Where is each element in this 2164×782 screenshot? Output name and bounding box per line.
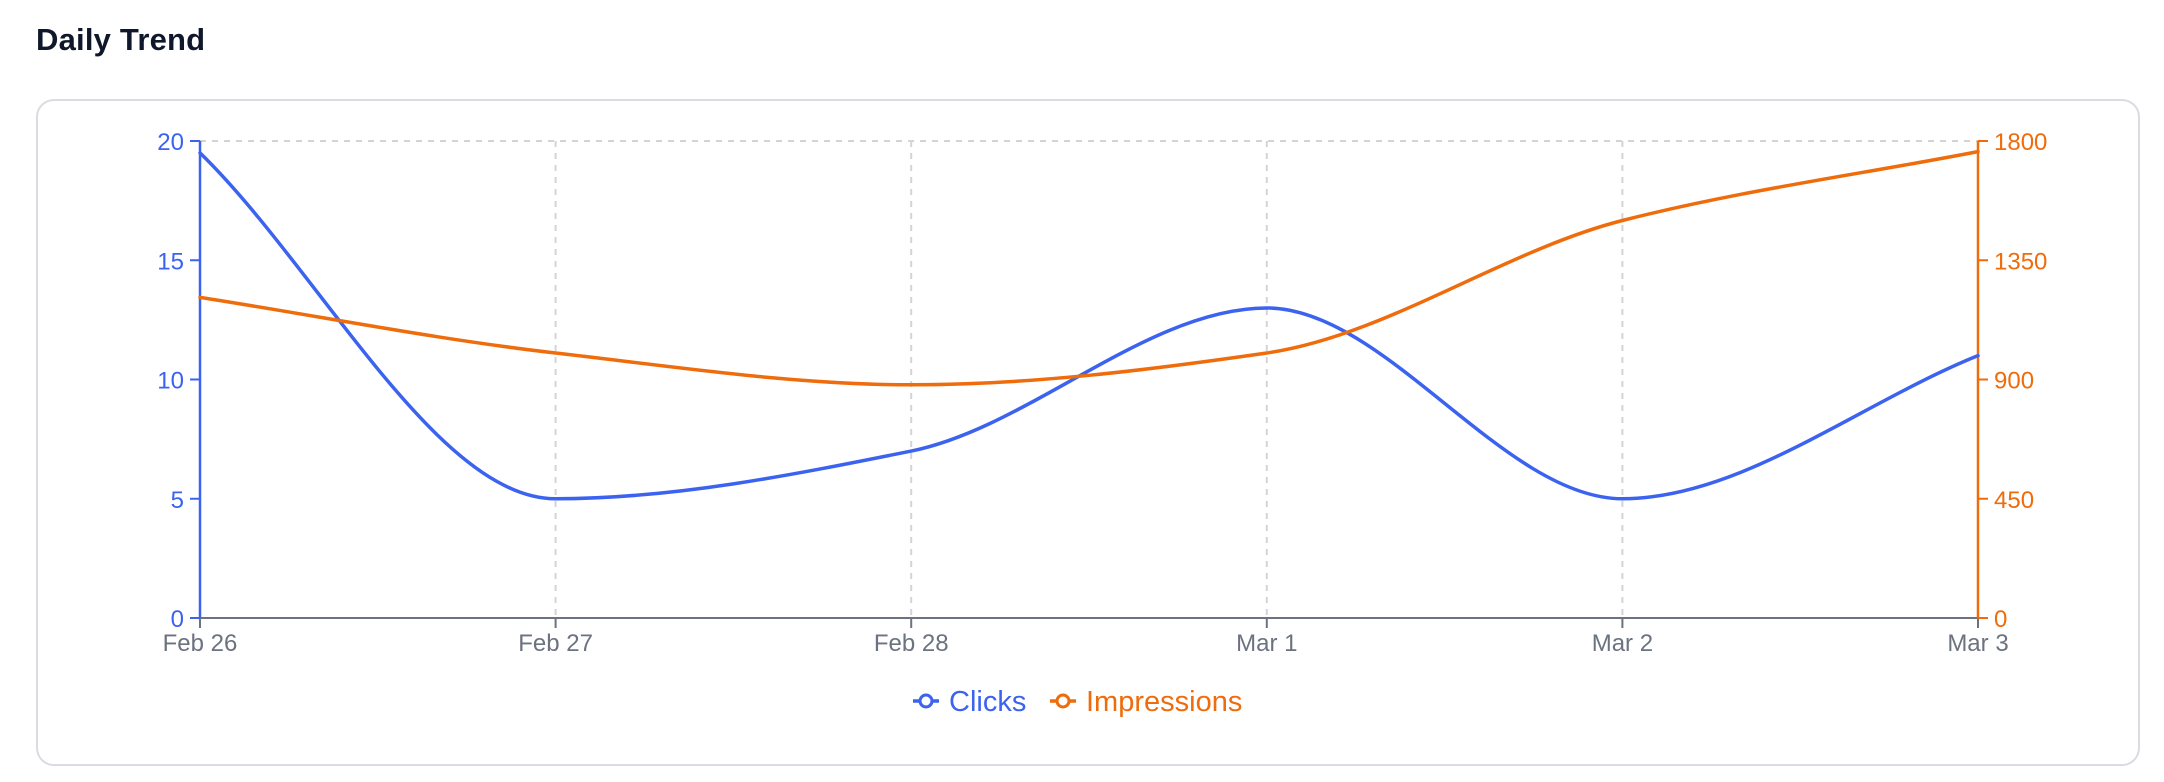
legend-label: Clicks (949, 686, 1026, 718)
grid-lines (200, 140, 1979, 618)
y-axis-left: 0 5 10 15 20 (157, 129, 202, 633)
y-axis-right: 0 450 900 1350 1800 (1976, 129, 2047, 633)
x-tick-label: Mar 3 (1947, 630, 2008, 657)
y-left-tick-label: 10 (157, 368, 184, 395)
x-tick-label: Feb 28 (874, 630, 949, 657)
x-tick-label: Feb 26 (163, 630, 238, 657)
legend-item-clicks: Clicks (913, 686, 1026, 718)
series-lines (198, 149, 1980, 501)
x-axis: Feb 26 Feb 27 Feb 28 Mar 1 Mar 2 Mar 3 (163, 617, 2009, 657)
y-right-tick-label: 1350 (1994, 248, 2047, 275)
chart-card (36, 99, 2140, 766)
y-left-tick-label: 5 (171, 487, 184, 514)
x-tick-label: Mar 2 (1592, 630, 1653, 657)
y-right-tick-label: 1800 (1994, 129, 2047, 156)
y-right-tick-label: 450 (1994, 487, 2034, 514)
y-left-tick-label: 0 (171, 606, 184, 633)
y-right-tick-label: 900 (1994, 368, 2034, 395)
legend-marker-icon (1055, 693, 1071, 709)
legend-marker-icon (918, 693, 934, 709)
y-right-tick-label: 0 (1994, 606, 2007, 633)
series-line-clicks (198, 151, 1980, 501)
series-clicks (198, 151, 1980, 501)
x-tick-label: Feb 27 (518, 630, 593, 657)
x-tick-label: Mar 1 (1236, 630, 1297, 657)
legend-item-impressions: Impressions (1050, 686, 1242, 718)
y-left-tick-label: 15 (157, 248, 184, 275)
series-line-impressions (198, 149, 1980, 387)
legend-label: Impressions (1086, 686, 1242, 718)
series-impressions (198, 149, 1980, 387)
page-title: Daily Trend (36, 22, 206, 57)
y-left-tick-label: 20 (157, 129, 184, 156)
legend: Clicks Impressions (913, 686, 1242, 718)
